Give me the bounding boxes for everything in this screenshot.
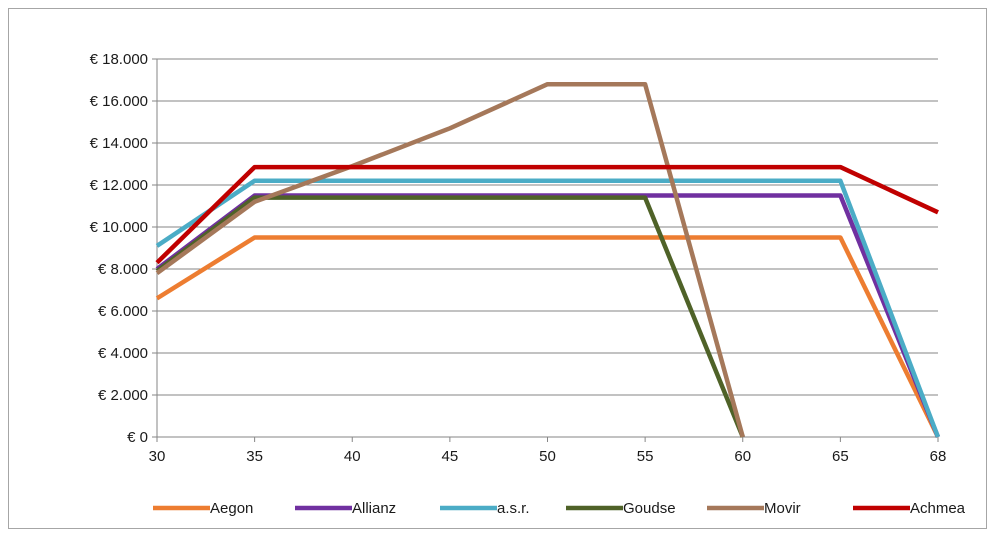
y-tick-label: € 4.000: [98, 345, 148, 362]
x-tick-label: 35: [246, 448, 263, 465]
series-line-aegon: [155, 235, 941, 438]
y-tick-label: € 12.000: [90, 177, 148, 194]
y-tick-label: € 0: [127, 429, 148, 446]
legend-label: Goudse: [623, 500, 676, 517]
y-tick-label: € 18.000: [90, 51, 148, 68]
y-tick-label: € 14.000: [90, 135, 148, 152]
series-line-a-s-r: [155, 178, 941, 438]
legend-label: Aegon: [210, 500, 253, 517]
series-line-achmea: [155, 164, 939, 265]
series-line-goudse: [155, 195, 745, 438]
legend-item: Movir: [707, 500, 801, 517]
series-lines: [155, 81, 941, 438]
x-tick-label: 65: [832, 448, 849, 465]
gridlines: [152, 58, 939, 442]
x-tick-label: 50: [539, 448, 556, 465]
legend-item: Allianz: [295, 500, 396, 517]
legend-item: Aegon: [153, 500, 253, 517]
x-axis-ticks: 30 35 40 45 50 55 60 65 68: [149, 448, 947, 465]
y-tick-label: € 10.000: [90, 219, 148, 236]
legend-label: a.s.r.: [497, 500, 530, 517]
x-tick-label: 40: [344, 448, 361, 465]
y-tick-label: € 6.000: [98, 303, 148, 320]
legend-label: Movir: [764, 500, 801, 517]
legend-item: Achmea: [853, 500, 966, 517]
y-tick-label: € 2.000: [98, 387, 148, 404]
legend: Aegon Allianz a.s.r. Goudse Movir Achmea: [153, 500, 966, 517]
x-tick-label: 68: [930, 448, 947, 465]
legend-label: Achmea: [910, 500, 966, 517]
legend-label: Allianz: [352, 500, 396, 517]
y-tick-label: € 16.000: [90, 93, 148, 110]
legend-item: Goudse: [566, 500, 676, 517]
y-tick-label: € 8.000: [98, 261, 148, 278]
legend-item: a.s.r.: [440, 500, 530, 517]
x-tick-label: 45: [442, 448, 459, 465]
y-axis-ticks: € 0 € 2.000 € 4.000 € 6.000 € 8.000 € 10.000 €…: [90, 51, 148, 446]
x-tick-label: 55: [637, 448, 654, 465]
x-tick-label: 30: [149, 448, 166, 465]
series-line-allianz: [155, 193, 941, 438]
series-line-movir: [155, 81, 745, 438]
x-tick-label: 60: [734, 448, 751, 465]
